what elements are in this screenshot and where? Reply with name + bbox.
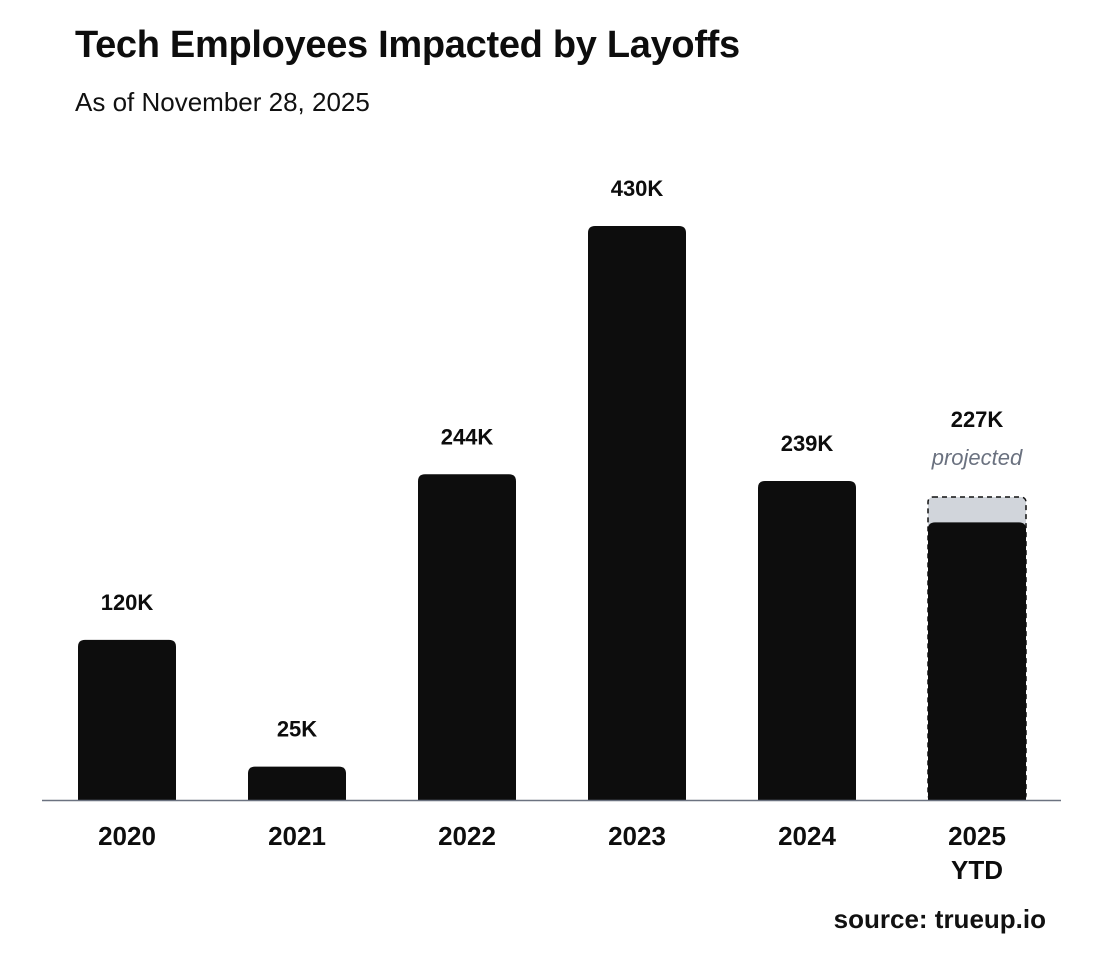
- x-tick-label: 2020: [98, 821, 156, 851]
- value-label: 244K: [441, 424, 494, 449]
- bar-2021: [248, 766, 346, 800]
- bar-2020: [78, 639, 176, 800]
- bar-2025: [928, 522, 1026, 800]
- x-tick-label: 2021: [268, 821, 326, 851]
- value-label: 120K: [101, 590, 154, 615]
- value-label: 25K: [277, 717, 317, 742]
- x-tick-label: 2024: [778, 821, 836, 851]
- bar-2023: [588, 226, 686, 800]
- x-tick-label: 2023: [608, 821, 666, 851]
- chart-title: Tech Employees Impacted by Layoffs: [75, 24, 740, 66]
- x-tick-label: 2025: [948, 821, 1006, 851]
- value-label: 430K: [611, 176, 664, 201]
- x-tick-label-line2: YTD: [951, 855, 1003, 885]
- bar-2024: [758, 480, 856, 800]
- source-note: source: trueup.io: [833, 904, 1046, 934]
- value-label: 239K: [781, 431, 834, 456]
- x-tick-label: 2022: [438, 821, 496, 851]
- value-label: 227K: [951, 407, 1004, 432]
- chart-subtitle: As of November 28, 2025: [75, 87, 370, 117]
- projected-label: projected: [931, 445, 1023, 470]
- bar-2022: [418, 474, 516, 800]
